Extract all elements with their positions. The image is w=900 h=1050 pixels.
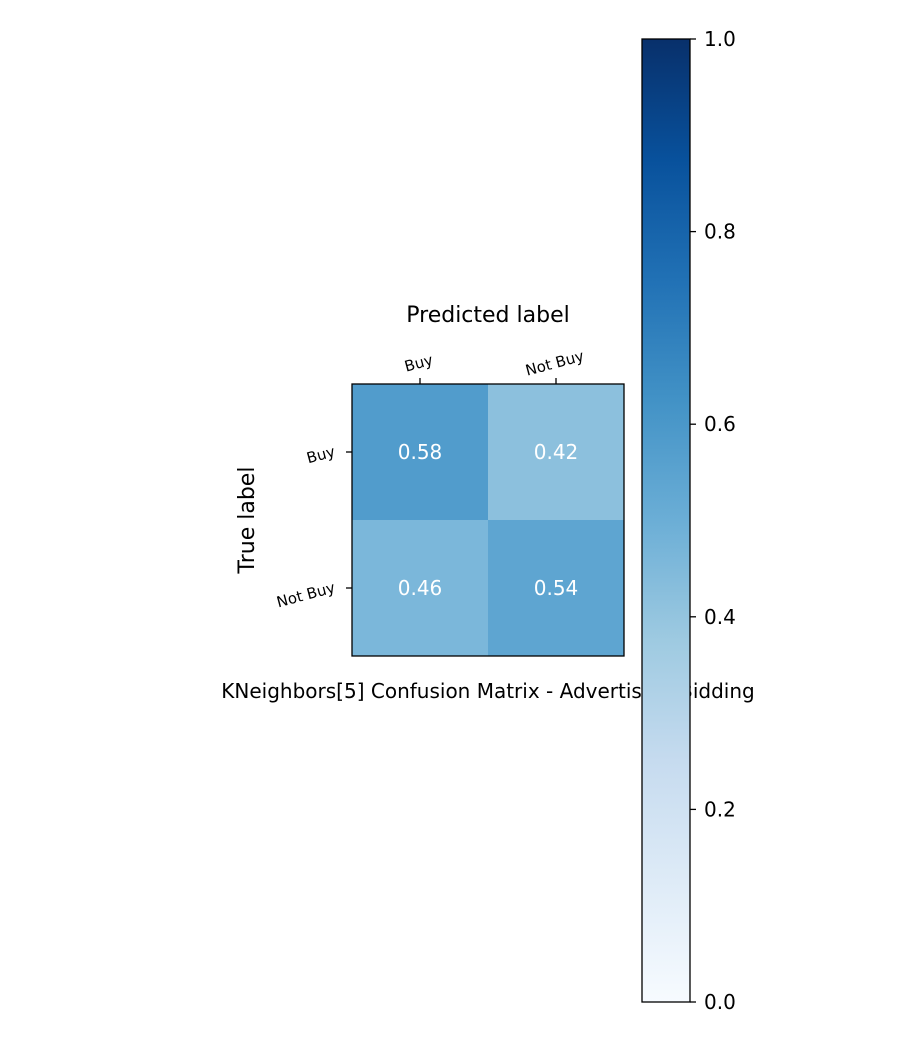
colorbar-tick-label: 0.8 <box>704 220 736 244</box>
y-tick-label: Buy <box>305 442 337 467</box>
colorbar-ticks: 0.0 0.2 0.4 0.6 0.8 1.0 <box>690 27 736 1014</box>
heatmap-cells: 0.58 0.42 0.46 0.54 <box>352 384 624 656</box>
heatmap-cell <box>352 384 488 520</box>
x-axis-ticks: Buy Not Buy <box>403 347 586 384</box>
colorbar <box>641 38 691 1003</box>
heatmap-cell <box>488 520 624 656</box>
x-axis-label: Predicted label <box>406 303 569 328</box>
colorbar-tick-label: 0.0 <box>704 990 736 1014</box>
x-tick-label: Not Buy <box>524 347 586 380</box>
colorbar-tick-label: 0.4 <box>704 605 736 629</box>
colorbar-tick-label: 0.2 <box>704 797 736 821</box>
x-tick-label: Buy <box>403 351 435 376</box>
plot-frame <box>351 383 625 657</box>
colorbar-tick-label: 0.6 <box>704 412 736 436</box>
heatmap-cell <box>488 384 624 520</box>
cell-value-label: 0.54 <box>534 576 579 600</box>
y-tick-label: Not Buy <box>275 578 337 611</box>
y-axis-label: True label <box>235 467 260 575</box>
cell-value-label: 0.46 <box>398 576 443 600</box>
cell-value-label: 0.58 <box>398 440 443 464</box>
y-axis-ticks: Buy Not Buy <box>275 442 352 611</box>
heatmap-cell <box>352 520 488 656</box>
colorbar-tick-label: 1.0 <box>704 27 736 51</box>
cell-value-label: 0.42 <box>534 440 579 464</box>
